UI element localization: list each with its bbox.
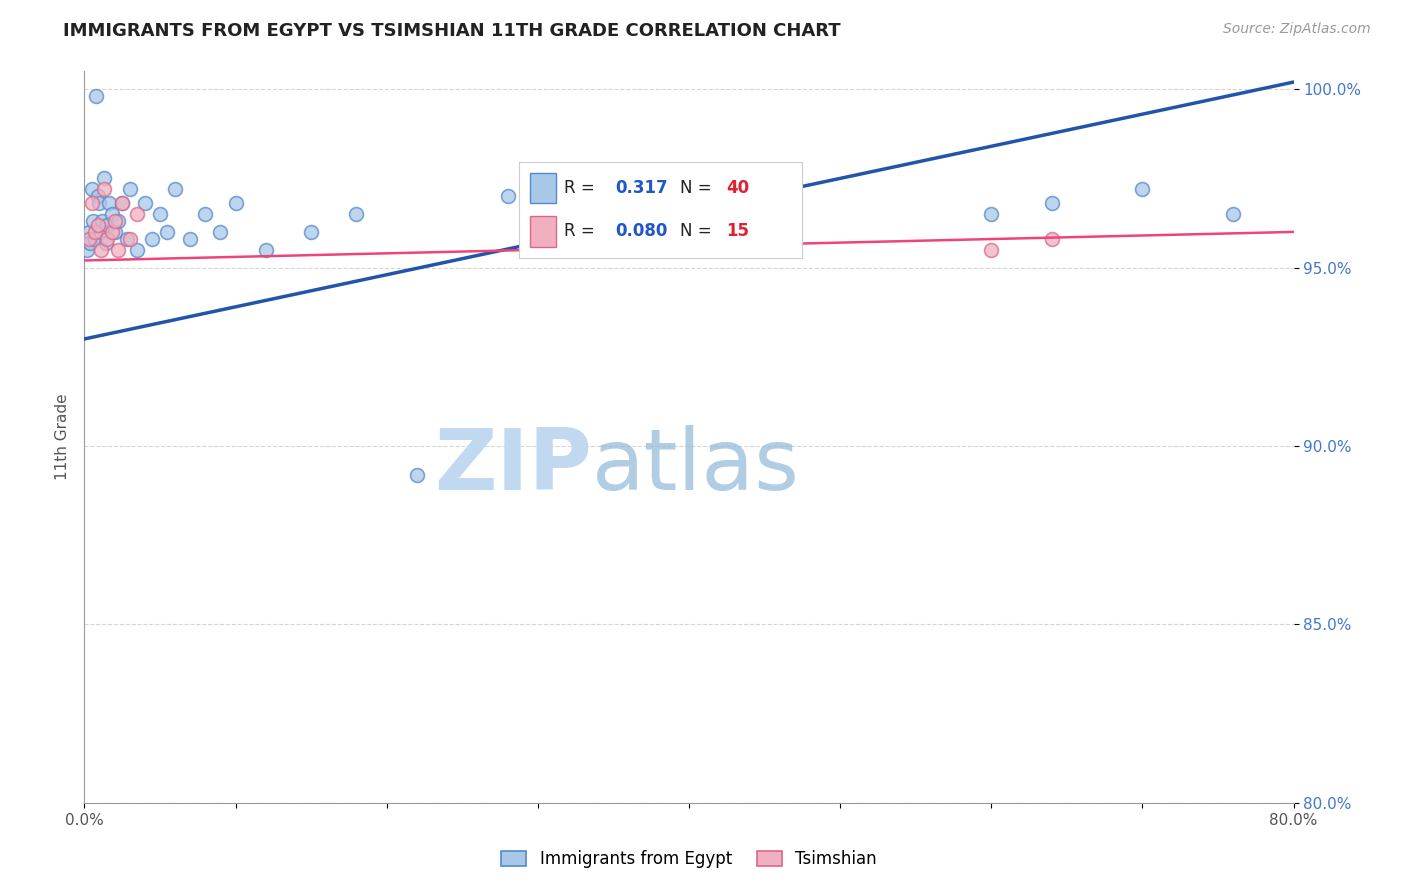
Text: 0.080: 0.080 <box>616 222 668 240</box>
Point <box>100 207 122 221</box>
Text: IMMIGRANTS FROM EGYPT VS TSIMSHIAN 11TH GRADE CORRELATION CHART: IMMIGRANTS FROM EGYPT VS TSIMSHIAN 11TH … <box>63 22 841 40</box>
Text: R =: R = <box>564 179 600 197</box>
Point <box>90 225 112 239</box>
Point <box>980 243 1002 257</box>
Point <box>104 214 127 228</box>
Point <box>209 225 232 239</box>
Point <box>90 243 112 257</box>
Point <box>82 214 104 228</box>
Point <box>118 232 141 246</box>
Point <box>118 182 141 196</box>
Point <box>1040 232 1063 246</box>
Point <box>87 218 110 232</box>
Point <box>254 243 277 257</box>
Point <box>93 182 115 196</box>
Point <box>91 214 114 228</box>
Point <box>86 89 108 103</box>
Point <box>127 243 149 257</box>
FancyBboxPatch shape <box>530 172 555 203</box>
Point <box>980 207 1002 221</box>
Point <box>346 207 368 221</box>
Text: Source: ZipAtlas.com: Source: ZipAtlas.com <box>1223 22 1371 37</box>
Text: N =: N = <box>681 222 717 240</box>
Text: atlas: atlas <box>592 425 800 508</box>
Legend: Immigrants from Egypt, Tsimshian: Immigrants from Egypt, Tsimshian <box>495 844 883 875</box>
Point <box>79 235 101 250</box>
Point <box>107 214 129 228</box>
Point <box>100 225 122 239</box>
Point <box>156 225 179 239</box>
Point <box>134 196 156 211</box>
Point <box>80 196 103 211</box>
Point <box>111 196 134 211</box>
Y-axis label: 11th Grade: 11th Grade <box>55 393 70 481</box>
Point <box>97 196 120 211</box>
Point <box>406 467 429 482</box>
Point <box>77 232 100 246</box>
Point <box>115 232 138 246</box>
Point <box>111 196 134 211</box>
Point <box>84 225 107 239</box>
Point <box>225 196 247 211</box>
FancyBboxPatch shape <box>530 216 555 246</box>
Point <box>94 235 117 250</box>
Point <box>96 218 118 232</box>
Point <box>179 232 201 246</box>
Point <box>89 196 111 211</box>
Point <box>93 171 115 186</box>
Point <box>141 232 163 246</box>
Text: N =: N = <box>681 179 717 197</box>
Point <box>80 182 103 196</box>
Point <box>104 225 127 239</box>
Point <box>76 243 98 257</box>
Text: 15: 15 <box>725 222 749 240</box>
Point <box>1040 196 1063 211</box>
Point <box>77 225 100 239</box>
Text: 0.317: 0.317 <box>616 179 668 197</box>
Text: 40: 40 <box>725 179 749 197</box>
Text: ZIP: ZIP <box>434 425 592 508</box>
Point <box>107 243 129 257</box>
Text: R =: R = <box>564 222 600 240</box>
Point <box>194 207 217 221</box>
Point <box>96 232 118 246</box>
Point <box>1130 182 1153 196</box>
Point <box>149 207 172 221</box>
Point <box>127 207 149 221</box>
Point <box>165 182 187 196</box>
Point <box>84 232 107 246</box>
Point <box>299 225 322 239</box>
Point <box>87 189 110 203</box>
Point <box>496 189 519 203</box>
Point <box>1222 207 1244 221</box>
